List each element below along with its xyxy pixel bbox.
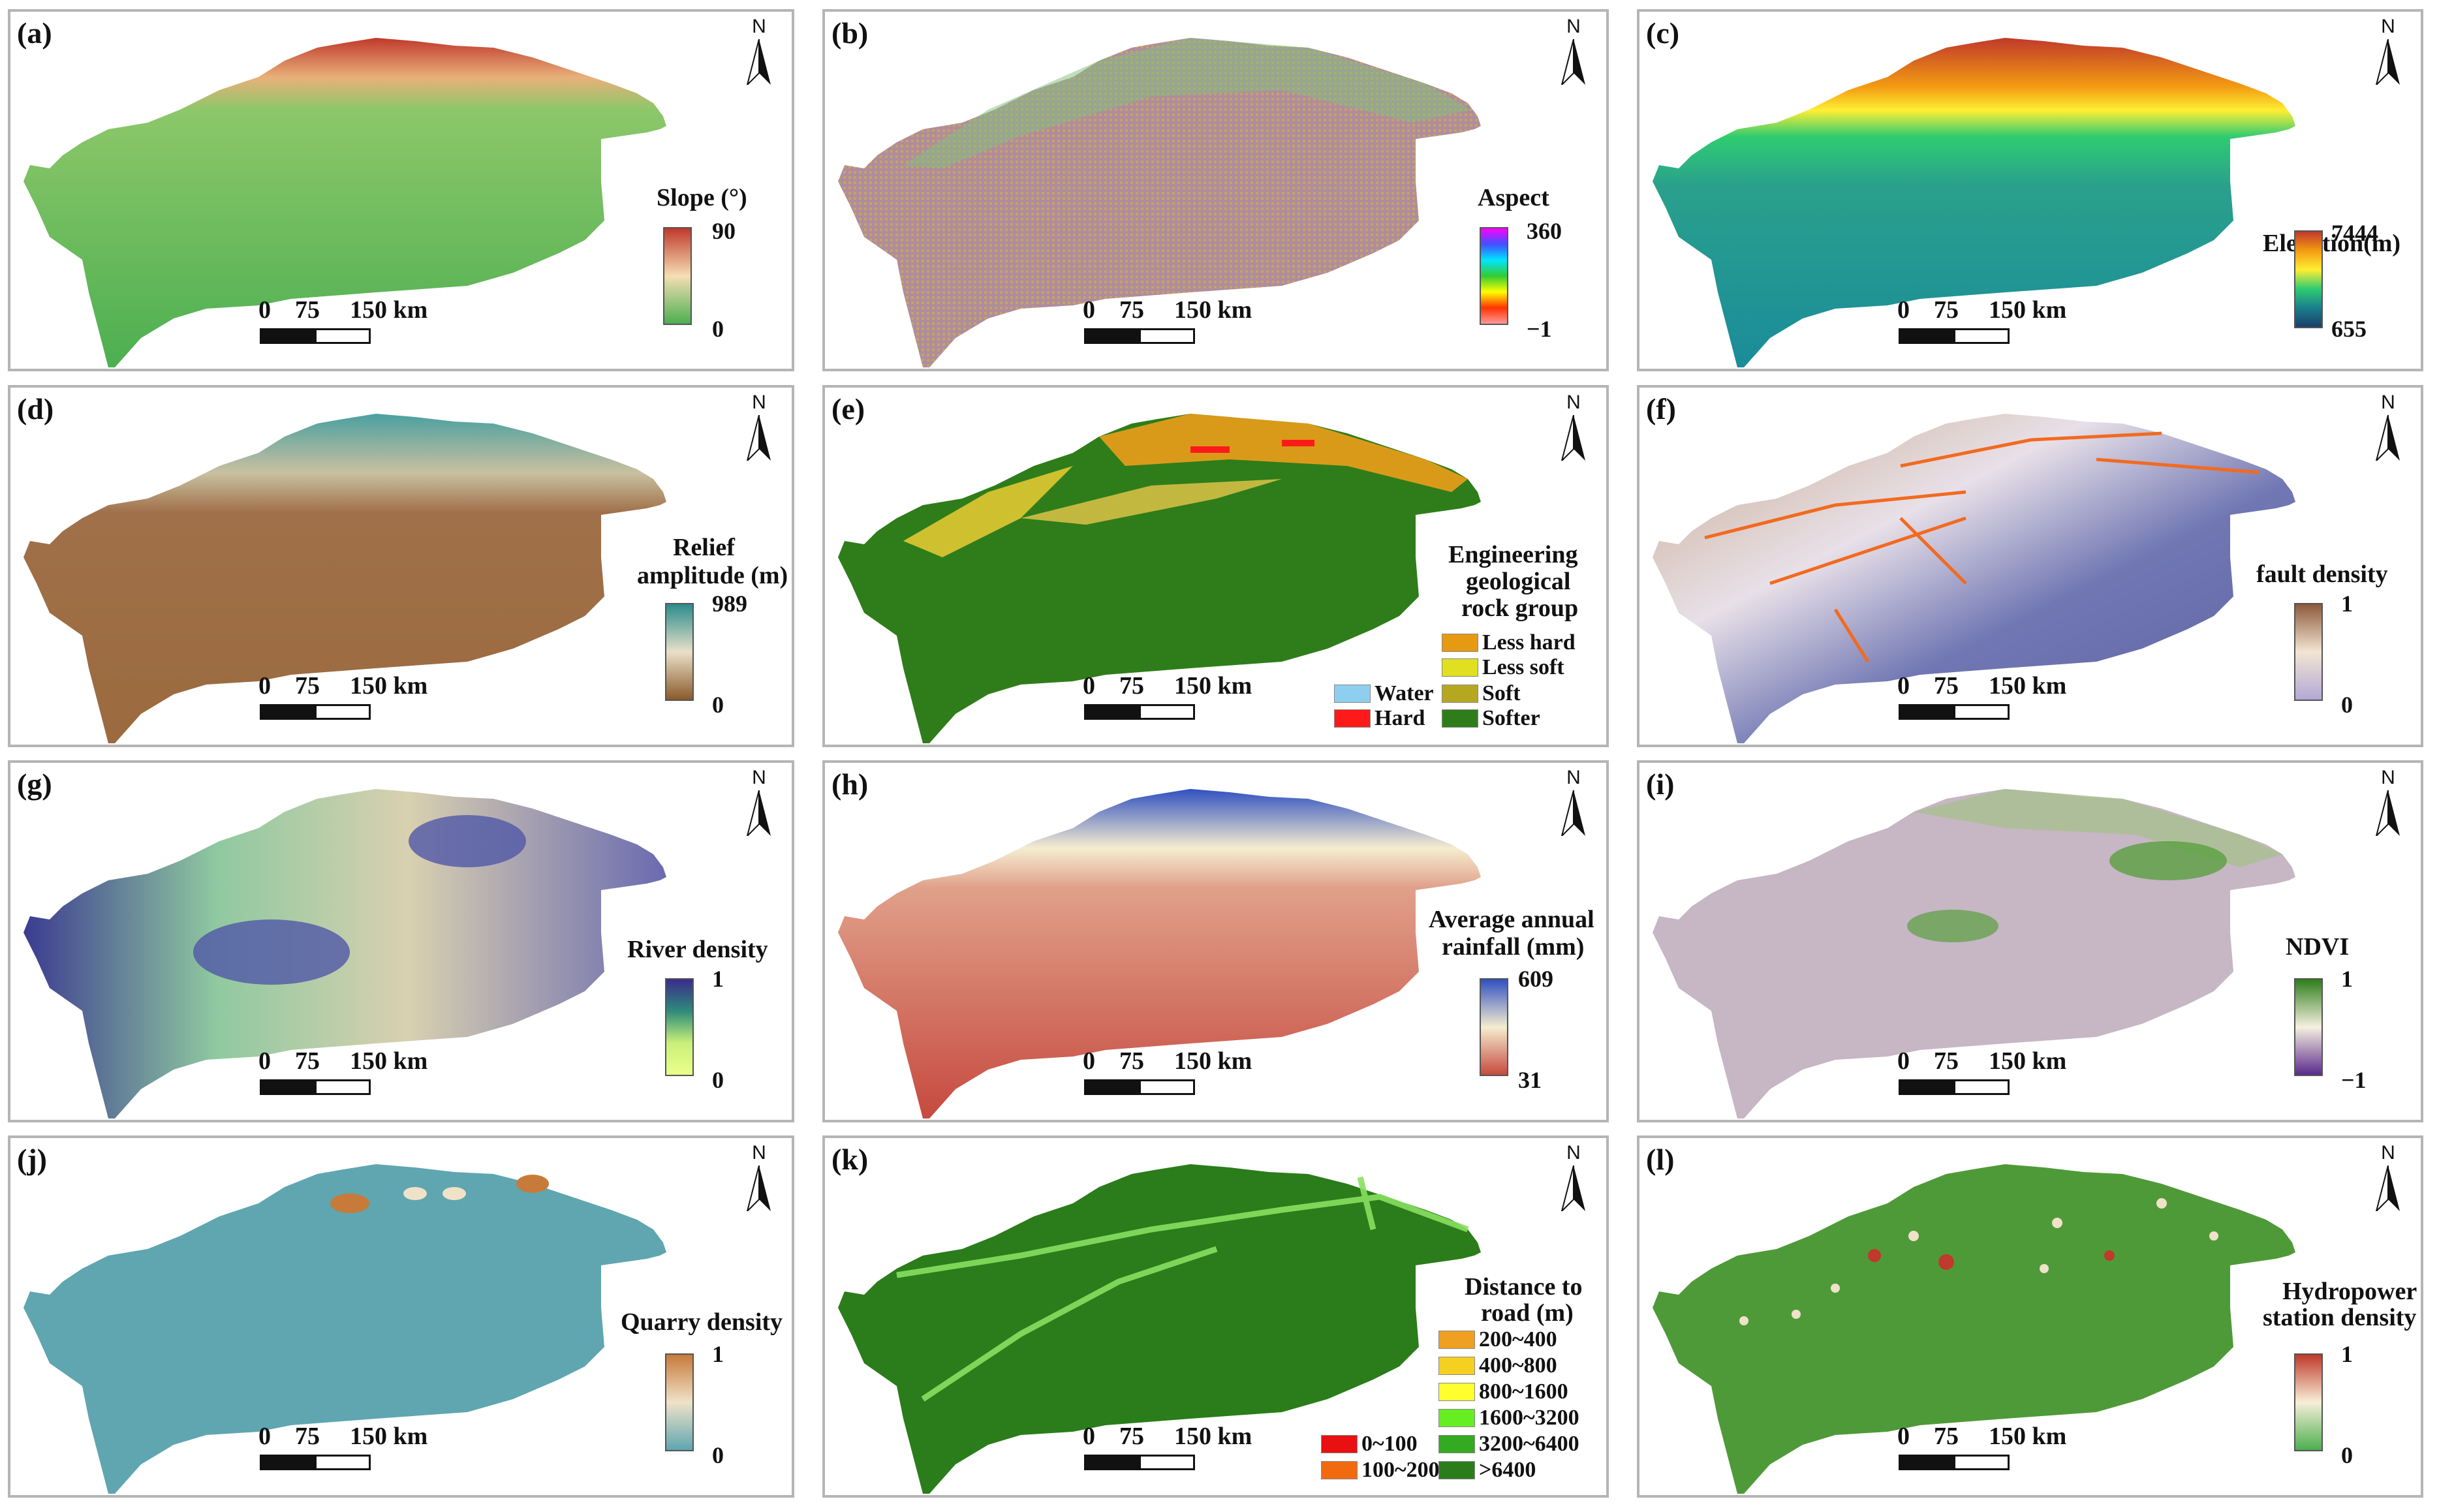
swatch-less-soft: [1442, 658, 1478, 677]
quarry-density-map: [23, 1164, 666, 1494]
north-arrow-icon: [746, 1165, 771, 1211]
scale-bar: 0 75 150 km: [258, 296, 427, 351]
panel-a: (a) N 0 75 150 km Slope (°) 90 0: [8, 9, 794, 371]
swatch-water: [1334, 685, 1371, 703]
north-arrow: N: [2369, 767, 2408, 839]
legend-ramp: [2294, 230, 2323, 328]
swatch-softer: [1442, 709, 1478, 728]
panel-g: (g) N 0 75 150 km River density 1 0: [8, 760, 794, 1122]
scale-bar: 0 75 150 km: [1897, 296, 2066, 351]
north-arrow: N: [739, 16, 779, 87]
panel-f: (f) N 0 75 150 km fault density 1 0: [1637, 385, 2423, 747]
north-arrow: N: [739, 767, 779, 839]
north-arrow: N: [739, 1142, 779, 1214]
panel-label: (a): [17, 16, 52, 50]
north-arrow-icon: [1561, 415, 1585, 461]
ndvi-map: [1653, 789, 2295, 1119]
swatch-over-6400: [1438, 1461, 1475, 1479]
hydropower-density-map: [1653, 1164, 2295, 1494]
fault-density-map: [1653, 414, 2295, 743]
north-arrow-icon: [2375, 1165, 2400, 1211]
river-density-map: [23, 789, 666, 1119]
panel-j: (j) N 0 75 150 km Quarry density 1 0: [8, 1135, 794, 1498]
panel-b: (b) N 0 75 150 km Aspect 360 −1: [822, 9, 1609, 371]
swatch-800-1600: [1438, 1383, 1475, 1401]
north-arrow: N: [2369, 16, 2408, 87]
panel-e: (e) N 0 75 150 km Engineering geological…: [822, 385, 1609, 747]
rock-group-map: [838, 414, 1481, 743]
north-arrow: N: [2369, 1142, 2408, 1214]
swatch-less-hard: [1442, 634, 1478, 652]
north-arrow-icon: [1561, 790, 1585, 836]
aspect-map: [838, 38, 1481, 367]
legend-ramp: [665, 603, 694, 701]
north-arrow: N: [1554, 767, 1593, 839]
legend-ramp: [2294, 1353, 2323, 1451]
swatch-3200-6400: [1438, 1435, 1475, 1453]
north-arrow: N: [1554, 16, 1593, 87]
panel-d: (d) N 0 75 150 km Relief amplitude (m) 9…: [8, 385, 794, 747]
panel-k: (k) N 0 75 150 km Distance to road (m) 2…: [822, 1135, 1609, 1498]
swatch-0-100: [1321, 1435, 1358, 1453]
legend-title: Slope (°): [657, 184, 747, 211]
swatch-hard: [1334, 709, 1371, 728]
swatch-soft: [1442, 685, 1478, 703]
legend-ramp: [1480, 978, 1508, 1076]
north-arrow-icon: [2375, 790, 2400, 836]
north-arrow-icon: [746, 415, 771, 461]
north-arrow-icon: [746, 39, 771, 85]
legend-ramp: [663, 227, 692, 325]
legend-ramp: [1480, 227, 1508, 325]
legend-ramp: [2294, 603, 2323, 701]
panel-h: (h) N 0 75 150 km Average annual rainfal…: [822, 760, 1609, 1122]
legend-ramp: [665, 1353, 694, 1451]
legend-ramp: [2294, 978, 2323, 1076]
scale-bar: 0 75 150 km: [1083, 671, 1252, 727]
panel-l: (l) N 0 75 150 km Hydropower station den…: [1637, 1135, 2423, 1498]
north-arrow: N: [2369, 392, 2408, 463]
scale-bar: 0 75 150 km: [1083, 296, 1252, 351]
scale-bar: 0 75 150 km: [1897, 1047, 2066, 1102]
north-arrow-icon: [746, 790, 771, 836]
panel-i: (i) N 0 75 150 km NDVI 1 −1: [1637, 760, 2423, 1122]
swatch-100-200: [1321, 1461, 1358, 1479]
scale-bar: 0 75 150 km: [1083, 1422, 1252, 1477]
north-arrow: N: [1554, 392, 1593, 463]
scale-bar: 0 75 150 km: [1897, 671, 2066, 727]
north-arrow-icon: [1561, 39, 1585, 85]
north-arrow-icon: [2375, 39, 2400, 85]
swatch-200-400: [1438, 1331, 1475, 1349]
scale-bar: 0 75 150 km: [258, 1047, 427, 1102]
road-distance-map: [838, 1164, 1481, 1494]
scale-bar: 0 75 150 km: [1083, 1047, 1252, 1102]
north-arrow-icon: [1561, 1165, 1585, 1211]
north-arrow: N: [1554, 1142, 1593, 1214]
north-arrow-icon: [2375, 415, 2400, 461]
scale-bar: 0 75 150 km: [258, 671, 427, 727]
swatch-400-800: [1438, 1357, 1475, 1375]
swatch-1600-3200: [1438, 1409, 1475, 1427]
north-arrow: N: [739, 392, 779, 463]
scale-bar: 0 75 150 km: [258, 1422, 427, 1477]
legend-ramp: [665, 978, 694, 1076]
scale-bar: 0 75 150 km: [1897, 1422, 2066, 1477]
panel-c: (c) N 0 75 150 km Elevation(m) 7444 655: [1637, 9, 2423, 371]
